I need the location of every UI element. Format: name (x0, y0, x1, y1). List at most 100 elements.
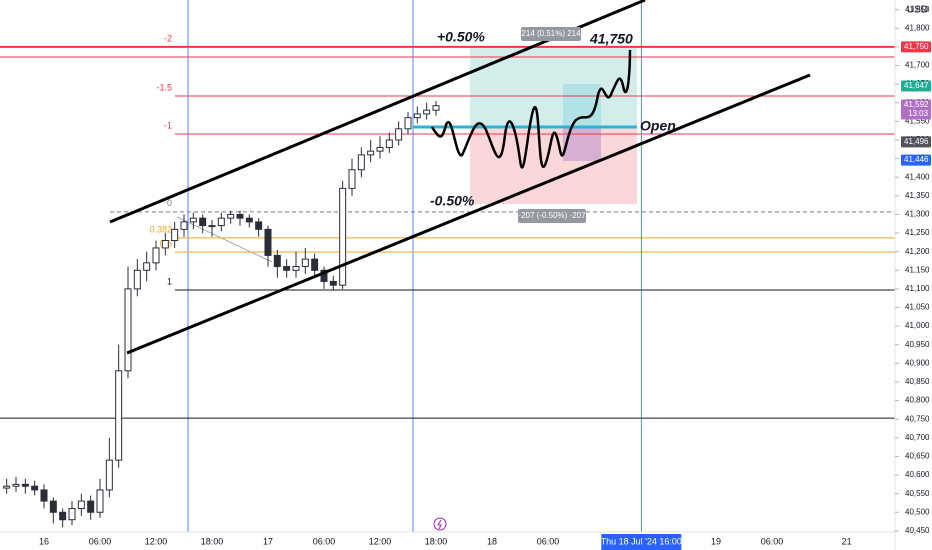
candle-body (59, 511, 67, 521)
x-tick-label: 18:00 (425, 536, 448, 546)
x-tick-label: 06:00 (313, 536, 336, 546)
stop-box (518, 209, 586, 223)
y-tick-label: 41,200 (905, 247, 930, 256)
candle-body (171, 228, 179, 241)
y-tick-label: 41,000 (905, 321, 930, 330)
y-tick-label: 41,400 (905, 172, 930, 181)
fib-level-label: 1 (167, 276, 172, 286)
price-tag-sublabel: 13:03 (908, 109, 929, 118)
candle-body (105, 459, 113, 491)
candle-body (208, 225, 216, 228)
x-tick-label: 18 (487, 536, 497, 546)
y-tick-label: 40,650 (905, 452, 930, 461)
x-tick-label: 06:00 (761, 536, 784, 546)
y-tick-label: 40,700 (905, 433, 930, 442)
x-tick-label: 06:00 (537, 536, 560, 546)
fib-level-label: 0 (167, 198, 172, 208)
y-tick-label: 40,900 (905, 358, 930, 367)
price-tag (901, 154, 931, 166)
candle-body (77, 500, 85, 510)
x-tick-label: Thu 18 Jul '24 16:00 (601, 536, 682, 546)
candle-body (301, 258, 309, 268)
event-icon[interactable] (433, 517, 447, 531)
candle-body (68, 508, 76, 521)
candle-body (376, 146, 384, 152)
candle-body (413, 113, 421, 119)
y-axis: 41,85041,80041,75041,70041,65041,60041,5… (895, 5, 931, 535)
candle-body (283, 266, 291, 271)
candle-body (115, 370, 123, 461)
currency: USD (907, 5, 928, 16)
price-tag (901, 136, 931, 148)
candle-body (245, 217, 253, 223)
target-price: 41,750 (589, 31, 633, 47)
candle-body (40, 489, 48, 502)
open-label: Open (640, 118, 676, 134)
y-tick-label: 41,100 (905, 284, 930, 293)
event-icon-bolt (437, 519, 442, 530)
y-tick-label: 40,800 (905, 396, 930, 405)
y-tick-label: 41,550 (905, 116, 930, 125)
channel-lower (126, 73, 811, 355)
candle-body (385, 139, 393, 148)
price-tag (901, 99, 931, 120)
y-tick-label: 41,800 (905, 23, 930, 32)
y-tick-label: 41,850 (905, 5, 930, 14)
x-tick-label: 18:00 (201, 536, 224, 546)
y-tick-label: 40,750 (905, 414, 930, 423)
fib-level-label: 0.382 (149, 224, 172, 234)
y-tick-label: 41,350 (905, 191, 930, 200)
x-tick-label: 17 (263, 536, 273, 546)
candle-body (133, 269, 141, 290)
candle-body (12, 483, 20, 487)
target-zone (470, 47, 637, 127)
candle-body (199, 217, 207, 227)
y-tick-label: 41,150 (905, 265, 930, 274)
candle-body (348, 169, 356, 189)
price-tag (901, 41, 931, 53)
price-tag-label: 41,592 (904, 100, 929, 109)
candle-body (31, 485, 39, 491)
candle-body (292, 266, 300, 271)
candle-body (320, 269, 328, 282)
x-tick-label: 19 (711, 536, 721, 546)
candle-body (21, 483, 29, 487)
target-box (521, 27, 581, 41)
candle-body (255, 221, 263, 230)
y-tick-label: 41,050 (905, 303, 930, 312)
candle-body (395, 128, 403, 141)
candle-body (423, 109, 431, 115)
y-tick-label: 40,950 (905, 340, 930, 349)
fib-level-label: -2 (164, 33, 172, 43)
price-tag (901, 80, 931, 92)
y-tick-label: 40,600 (905, 470, 930, 479)
x-tick-label: 21 (842, 536, 852, 546)
target-label: +0.50% (437, 29, 485, 45)
candle-body (357, 154, 365, 171)
x-tick-label: 16 (39, 536, 49, 546)
price-tag-label: 41,647 (904, 81, 929, 90)
candle-body (124, 288, 132, 372)
candle-body (432, 105, 440, 111)
y-tick-label: 41,300 (905, 210, 930, 219)
stop-zone (470, 127, 637, 204)
candle-body (227, 213, 235, 219)
candle-body (180, 221, 188, 230)
x-tick-label: 12:00 (145, 536, 168, 546)
y-tick-label: 41,700 (905, 61, 930, 70)
x-tick-label: 06:00 (89, 536, 112, 546)
price-tag-label: 41,750 (904, 42, 929, 51)
candle-body (329, 280, 337, 286)
fib-level-label: -1 (164, 120, 172, 130)
y-tick-label: 40,850 (905, 377, 930, 386)
plot: -2-1.5-100.3820.51 (0, 0, 895, 532)
fib-level-label: -1.5 (156, 82, 172, 92)
candle-body (3, 485, 11, 489)
forecast-path (430, 49, 632, 169)
candle-body (49, 500, 57, 513)
price-tag-label: 41,446 (904, 155, 929, 164)
x-tick-label: 12:00 (369, 536, 392, 546)
candle-body (236, 213, 244, 219)
